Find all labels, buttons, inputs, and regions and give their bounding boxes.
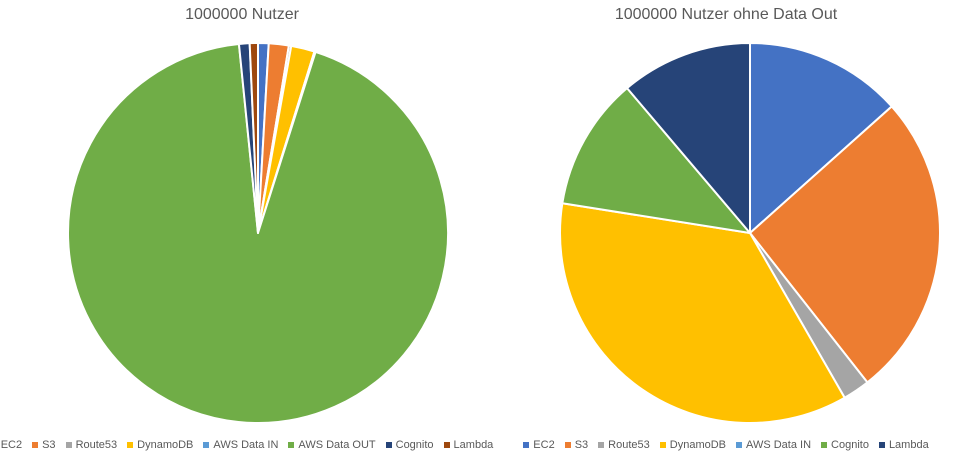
legend-item-cognito: Cognito [821, 439, 869, 451]
legend-label: S3 [42, 439, 56, 451]
legend-label: Route53 [608, 439, 650, 451]
pie-plot [67, 41, 450, 424]
legend-label: AWS Data OUT [298, 439, 376, 451]
legend-item-lambda: Lambda [443, 439, 494, 451]
legend-swatch [443, 442, 450, 448]
legend-item-lambda: Lambda [878, 439, 929, 451]
legend-swatch [65, 442, 72, 448]
legend-item-route53: Route53 [598, 439, 650, 451]
pie-slice-ec2 [749, 42, 893, 234]
legend-item-s3: S3 [32, 439, 56, 451]
pie-slice-lambda [626, 42, 751, 234]
legend-item-dynamodb: DynamoDB [127, 439, 193, 451]
legend-swatch [878, 442, 885, 448]
legend-swatch [385, 442, 392, 448]
pie-slice-s3 [749, 105, 941, 384]
legend-label: S3 [574, 439, 589, 451]
legend-label: Cognito [831, 439, 869, 451]
legend: EC2 S3 Route53 DynamoDB AWS Data IN AWS Data … [0, 439, 494, 451]
legend-label: Route53 [75, 439, 118, 451]
legend: EC2 S3 Route53 DynamoDB AWS Data IN Cognito La… [484, 439, 968, 451]
legend-item-ec2: EC2 [0, 439, 22, 451]
legend-swatch [598, 442, 605, 448]
legend-label: DynamoDB [137, 439, 194, 451]
legend-label: AWS Data IN [213, 439, 279, 451]
legend-item-s3: S3 [564, 439, 589, 451]
legend-swatch [523, 442, 530, 448]
pie-slice-cognito [561, 87, 751, 234]
legend-swatch [127, 442, 134, 448]
legend-item-aws-data-in: AWS Data IN [736, 439, 811, 451]
pie-chart-1000000-nutzer: 1000000 Nutzer EC2 S3 Route53 DynamoDB AWS D… [0, 6, 494, 451]
pie-slice-lambda [248, 41, 259, 234]
legend-item-aws-data-out: AWS Data OUT [288, 439, 376, 451]
pie-chart-ohne-data-out: 1000000 Nutzer ohne Data Out EC2 S3 Route5… [484, 0, 968, 471]
legend-item-cognito: Cognito [385, 439, 434, 451]
legend-item-dynamodb: DynamoDB [659, 439, 727, 451]
chart-title: 1000000 Nutzer [185, 6, 299, 23]
legend-item-aws-data-in: AWS Data IN [203, 439, 278, 451]
legend-swatch [564, 442, 571, 448]
pie-plot [559, 42, 941, 424]
legend-label: EC2 [0, 439, 23, 451]
legend-label: Lambda [888, 439, 929, 451]
legend-label: Lambda [453, 439, 494, 451]
legend-label: AWS Data IN [746, 439, 812, 451]
legend-swatch [736, 442, 743, 448]
legend-swatch [203, 442, 210, 448]
legend-item-route53: Route53 [65, 439, 118, 451]
legend-swatch [821, 442, 828, 448]
legend-label: EC2 [533, 439, 555, 451]
chart-title: 1000000 Nutzer ohne Data Out [614, 6, 838, 23]
legend-swatch [32, 442, 39, 448]
pie-slice-dynamodb [559, 202, 846, 424]
legend-swatch [659, 442, 666, 448]
legend-swatch [288, 442, 295, 448]
legend-item-ec2: EC2 [523, 439, 555, 451]
legend-label: DynamoDB [669, 439, 727, 451]
legend-label: Cognito [395, 439, 434, 451]
